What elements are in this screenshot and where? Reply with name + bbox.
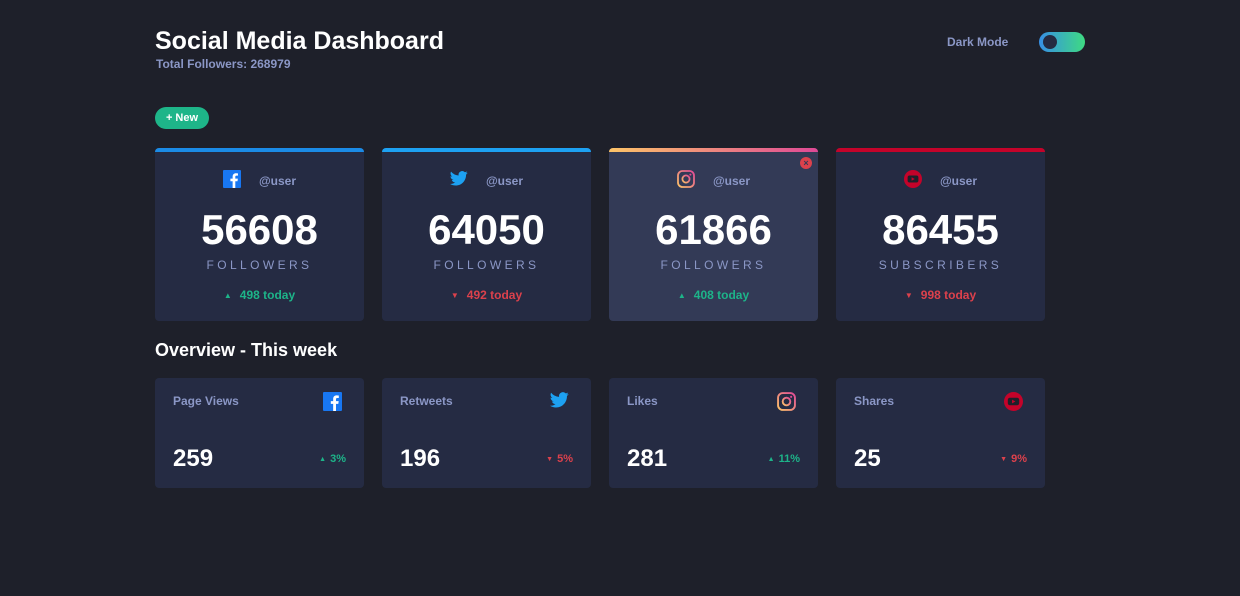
today-change-text: 498 today <box>239 288 296 302</box>
facebook-icon <box>222 169 241 193</box>
metric-change: ▼ 5% <box>546 453 573 465</box>
today-change-text: 408 today <box>693 288 750 302</box>
twitter-icon <box>550 392 569 413</box>
today-change-text: 492 today <box>466 288 523 302</box>
count-unit: SUBSCRIBERS <box>878 258 1003 272</box>
overview-card-page-views[interactable]: Page Views 259 ▲ 3% <box>155 378 364 488</box>
card-handle[interactable]: @user <box>712 174 751 188</box>
card-accent-bar <box>836 148 1045 152</box>
twitter-icon <box>449 171 468 191</box>
dark-mode-toggle[interactable] <box>1039 32 1085 52</box>
follower-count: 64050 <box>428 206 545 253</box>
metric-change-text: 9% <box>1011 453 1027 465</box>
down-arrow-icon: ▼ <box>546 456 554 463</box>
up-arrow-icon: ▲ <box>677 291 686 300</box>
metric-value: 281 <box>627 445 668 472</box>
instagram-icon <box>777 392 796 416</box>
subscriber-count: 86455 <box>882 206 999 253</box>
youtube-subscribers-card[interactable]: @user 86455 SUBSCRIBERS ▼ 998 today <box>836 148 1045 321</box>
metric-change-text: 5% <box>557 453 573 465</box>
today-change: ▼ 998 today <box>836 288 1045 302</box>
today-change-text: 998 today <box>920 288 977 302</box>
metric-label: Likes <box>627 394 658 408</box>
card-accent-bar <box>609 148 818 152</box>
instagram-followers-card[interactable]: × @user 61866 FOLLOWERS ▲ 408 today <box>609 148 818 321</box>
follower-count: 56608 <box>201 206 318 253</box>
overview-title: Overview - This week <box>155 340 338 360</box>
today-change: ▲ 408 today <box>609 288 818 302</box>
toggle-knob <box>1043 35 1057 49</box>
facebook-icon <box>323 392 342 416</box>
overview-card-likes[interactable]: Likes 281 ▲ 11% <box>609 378 818 488</box>
metric-value: 25 <box>854 445 881 472</box>
up-arrow-icon: ▲ <box>319 456 327 463</box>
down-arrow-icon: ▼ <box>1000 456 1008 463</box>
facebook-followers-card[interactable]: @user 56608 FOLLOWERS ▲ 498 today <box>155 148 364 321</box>
overview-card-shares[interactable]: Shares 25 ▼ 9% <box>836 378 1045 488</box>
down-arrow-icon: ▼ <box>904 291 913 300</box>
metric-label: Retweets <box>400 394 453 408</box>
twitter-followers-card[interactable]: @user 64050 FOLLOWERS ▼ 492 today <box>382 148 591 321</box>
new-button[interactable]: + New <box>155 107 209 129</box>
down-arrow-icon: ▼ <box>450 291 459 300</box>
page-title: Social Media Dashboard <box>155 27 444 55</box>
youtube-icon <box>1004 392 1023 416</box>
count-unit: FOLLOWERS <box>433 258 540 272</box>
metric-value: 196 <box>400 445 441 472</box>
count-unit: FOLLOWERS <box>206 258 313 272</box>
overview-card-retweets[interactable]: Retweets 196 ▼ 5% <box>382 378 591 488</box>
metric-change: ▼ 9% <box>1000 453 1027 465</box>
total-followers: Total Followers: 268979 <box>156 57 291 71</box>
close-icon[interactable]: × <box>800 157 812 169</box>
metric-value: 259 <box>173 445 214 472</box>
card-accent-bar <box>382 148 591 152</box>
up-arrow-icon: ▲ <box>767 456 775 463</box>
card-handle[interactable]: @user <box>939 174 978 188</box>
card-handle[interactable]: @user <box>485 174 524 188</box>
dark-mode-label: Dark Mode <box>947 35 1009 49</box>
metric-change-text: 11% <box>778 453 800 465</box>
follower-count: 61866 <box>655 206 772 253</box>
metric-label: Page Views <box>173 394 239 408</box>
today-change: ▼ 492 today <box>382 288 591 302</box>
instagram-icon <box>677 169 695 193</box>
youtube-icon <box>903 169 922 193</box>
up-arrow-icon: ▲ <box>223 291 232 300</box>
metric-change: ▲ 11% <box>768 453 800 465</box>
metric-label: Shares <box>854 394 895 408</box>
metric-change: ▲ 3% <box>319 453 346 465</box>
card-handle[interactable]: @user <box>258 174 297 188</box>
metric-change-text: 3% <box>330 453 346 465</box>
card-accent-bar <box>155 148 364 152</box>
today-change: ▲ 498 today <box>155 288 364 302</box>
count-unit: FOLLOWERS <box>660 258 767 272</box>
